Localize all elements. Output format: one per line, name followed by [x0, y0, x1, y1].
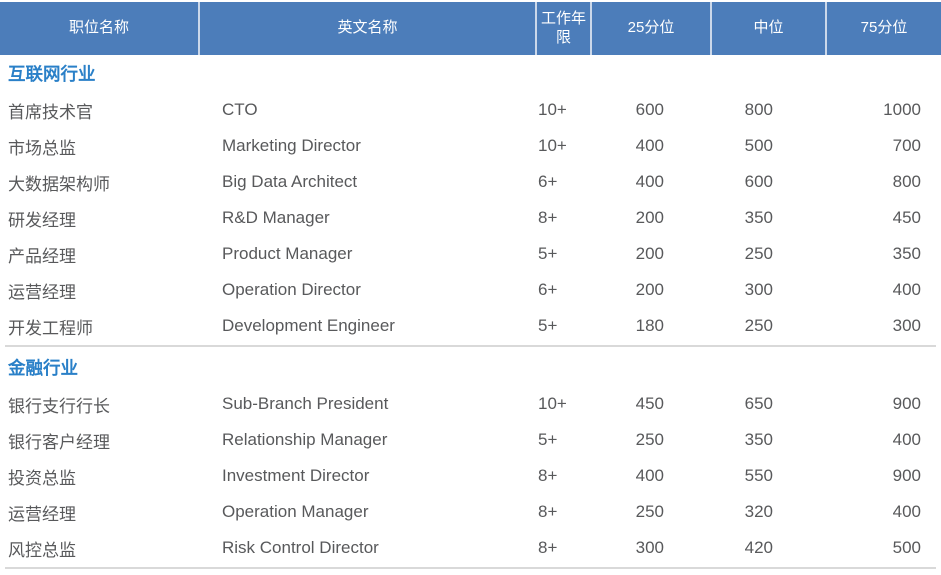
- work-years-cell: 6+: [538, 280, 558, 299]
- p25-cell: 400: [635, 172, 664, 191]
- header-cell-work-years: 工作年限: [537, 2, 592, 55]
- work-years-cell: 8+: [538, 538, 558, 557]
- table-row: 研发经理 R&D Manager 8+ 200 350 450: [0, 200, 941, 236]
- table-row: 开发工程师 Development Engineer 5+ 180 250 30…: [0, 308, 941, 344]
- work-years-cell: 8+: [538, 208, 558, 227]
- english-name-cell: R&D Manager: [222, 208, 330, 227]
- position-cell: 开发工程师: [8, 318, 93, 338]
- english-name-cell: Relationship Manager: [222, 430, 388, 449]
- p25-cell: 400: [635, 136, 664, 155]
- p75-cell: 400: [892, 430, 921, 449]
- position-cell: 银行客户经理: [8, 432, 110, 452]
- work-years-cell: 5+: [538, 316, 558, 335]
- p75-cell: 900: [892, 394, 921, 413]
- p25-cell: 600: [635, 100, 664, 119]
- work-years-cell: 5+: [538, 244, 558, 263]
- p25-cell: 400: [635, 466, 664, 485]
- median-cell: 350: [744, 430, 773, 449]
- p25-cell: 300: [635, 538, 664, 557]
- table-row: 投资总监 Investment Director 8+ 400 550 900: [0, 458, 941, 494]
- p25-cell: 180: [635, 316, 664, 335]
- table-row: 运营经理 Operation Manager 8+ 250 320 400: [0, 494, 941, 530]
- english-name-cell: Big Data Architect: [222, 172, 358, 191]
- table-row: 运营经理 Operation Director 6+ 200 300 400: [0, 272, 941, 308]
- table-row: 银行支行行长 Sub-Branch President 10+ 450 650 …: [0, 386, 941, 422]
- p75-cell: 700: [892, 136, 921, 155]
- median-cell: 650: [744, 394, 773, 413]
- position-cell: 银行支行行长: [8, 396, 110, 416]
- table-row: 市场总监 Marketing Director 10+ 400 500 700: [0, 128, 941, 164]
- position-cell: 首席技术官: [8, 102, 93, 122]
- p75-cell: 400: [892, 280, 921, 299]
- median-cell: 550: [744, 466, 773, 485]
- position-cell: 市场总监: [8, 138, 76, 158]
- table-body: 互联网行业 首席技术官 CTO 10+ 600 800 1000 市场总监 Ma…: [0, 55, 941, 569]
- position-cell: 大数据架构师: [8, 174, 110, 194]
- work-years-cell: 10+: [538, 100, 567, 119]
- work-years-cell: 10+: [538, 136, 567, 155]
- section-title: 互联网行业: [8, 64, 96, 84]
- table-row: 首席技术官 CTO 10+ 600 800 1000: [0, 92, 941, 128]
- table-row: 产品经理 Product Manager 5+ 200 250 350: [0, 236, 941, 272]
- header-cell-median: 中位: [712, 2, 827, 55]
- p75-cell: 350: [892, 244, 921, 263]
- p75-cell: 900: [892, 466, 921, 485]
- p25-cell: 200: [635, 208, 664, 227]
- english-name-cell: Development Engineer: [222, 316, 395, 335]
- median-cell: 300: [744, 280, 773, 299]
- median-cell: 420: [744, 538, 773, 557]
- english-name-cell: Product Manager: [222, 244, 353, 263]
- english-name-cell: Investment Director: [222, 466, 370, 485]
- english-name-cell: Sub-Branch President: [222, 394, 389, 413]
- p75-cell: 800: [892, 172, 921, 191]
- p75-cell: 400: [892, 502, 921, 521]
- p75-cell: 500: [892, 538, 921, 557]
- position-cell: 运营经理: [8, 282, 76, 302]
- table-row: 大数据架构师 Big Data Architect 6+ 400 600 800: [0, 164, 941, 200]
- position-cell: 运营经理: [8, 504, 76, 524]
- median-cell: 800: [744, 100, 773, 119]
- english-name-cell: CTO: [222, 100, 258, 119]
- work-years-cell: 6+: [538, 172, 558, 191]
- english-name-cell: Marketing Director: [222, 136, 361, 155]
- p25-cell: 250: [635, 502, 664, 521]
- header-cell-english-name: 英文名称: [200, 2, 537, 55]
- header-cell-position: 职位名称: [0, 2, 200, 55]
- section-title: 金融行业: [8, 358, 78, 378]
- position-cell: 风控总监: [8, 540, 76, 560]
- english-name-cell: Operation Director: [222, 280, 361, 299]
- median-cell: 350: [744, 208, 773, 227]
- median-cell: 600: [744, 172, 773, 191]
- median-cell: 320: [744, 502, 773, 521]
- p25-cell: 200: [635, 244, 664, 263]
- section-divider: [5, 567, 936, 569]
- position-cell: 产品经理: [8, 246, 76, 266]
- english-name-cell: Risk Control Director: [222, 538, 379, 557]
- median-cell: 250: [744, 316, 773, 335]
- section-divider: [5, 345, 936, 347]
- median-cell: 500: [744, 136, 773, 155]
- p75-cell: 300: [892, 316, 921, 335]
- position-cell: 投资总监: [8, 468, 76, 488]
- position-cell: 研发经理: [8, 210, 76, 230]
- p25-cell: 250: [635, 430, 664, 449]
- work-years-cell: 5+: [538, 430, 558, 449]
- table-row: 银行客户经理 Relationship Manager 5+ 250 350 4…: [0, 422, 941, 458]
- median-cell: 250: [744, 244, 773, 263]
- p75-cell: 450: [892, 208, 921, 227]
- table-header-row: 职位名称 英文名称 工作年限 25分位 中位 75分位: [0, 2, 941, 55]
- header-cell-p75: 75分位: [860, 19, 908, 37]
- table-row: 风控总监 Risk Control Director 8+ 300 420 50…: [0, 530, 941, 566]
- work-years-cell: 8+: [538, 466, 558, 485]
- work-years-cell: 10+: [538, 394, 567, 413]
- p75-cell: 1000: [883, 100, 921, 119]
- work-years-cell: 8+: [538, 502, 558, 521]
- p25-cell: 200: [635, 280, 664, 299]
- english-name-cell: Operation Manager: [222, 502, 369, 521]
- header-cell-p25: 25分位: [592, 2, 712, 55]
- p25-cell: 450: [635, 394, 664, 413]
